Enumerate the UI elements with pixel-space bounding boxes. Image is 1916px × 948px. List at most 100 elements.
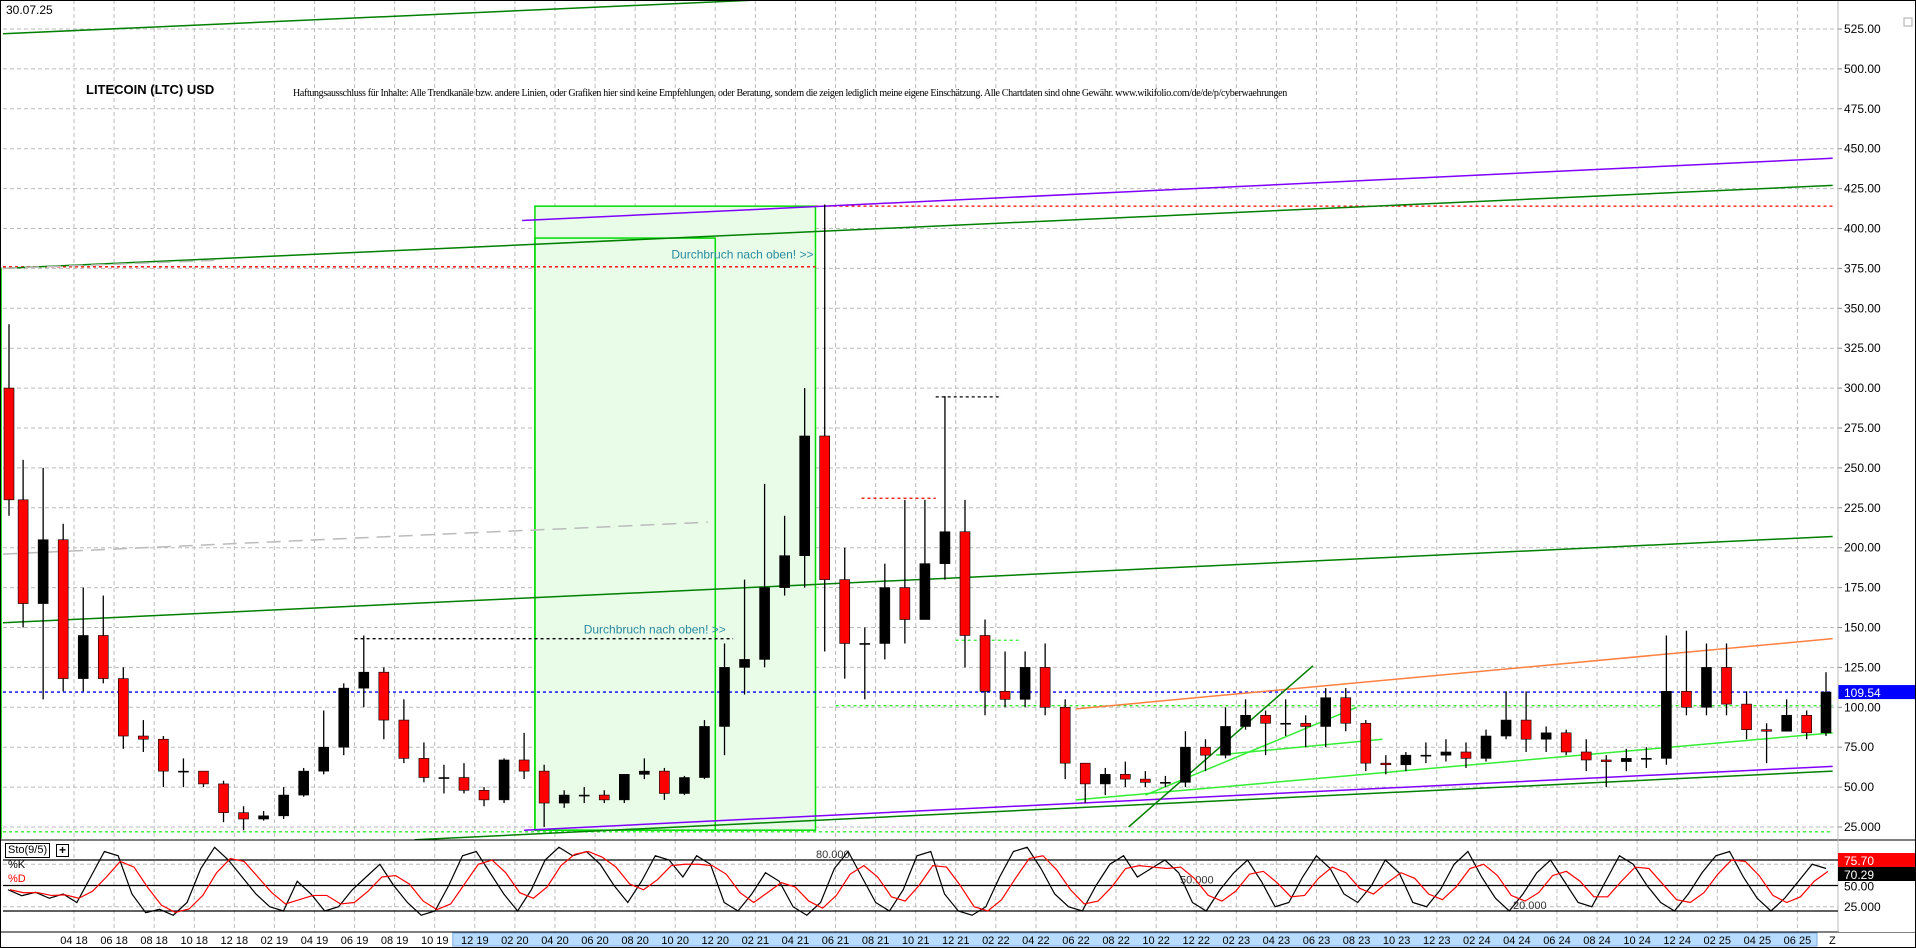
y-tick-label: 400.00 — [1844, 222, 1881, 236]
breakout-zone — [534, 205, 817, 831]
candle-body — [639, 770, 650, 775]
time-axis-label: 06 18 — [100, 935, 128, 947]
candle-body — [1761, 729, 1772, 732]
time-axis-highlight — [452, 932, 1818, 947]
sto-k-line — [7, 846, 1827, 917]
candle-body — [298, 770, 309, 796]
candle-body — [118, 678, 129, 737]
sto-axis-label: 25.000 — [1844, 900, 1881, 914]
candle-body — [398, 719, 410, 759]
candle-body — [1320, 697, 1332, 727]
candle-body — [178, 770, 189, 773]
candle-body — [779, 555, 790, 588]
time-axis-label: 12 21 — [942, 935, 970, 947]
candle-body — [3, 387, 15, 501]
candle-body — [1260, 714, 1271, 724]
y-tick-label: 100.00 — [1844, 700, 1881, 714]
time-axis-label: 12 24 — [1663, 935, 1691, 947]
candle-body — [1160, 782, 1171, 784]
candle-body — [1440, 751, 1452, 756]
trendline — [2, 0, 752, 35]
time-axis-label: 06 21 — [822, 935, 850, 947]
y-tick-label: 250.00 — [1844, 461, 1881, 475]
time-axis-label: 02 20 — [501, 935, 529, 947]
candle-body — [1200, 746, 1211, 756]
candle-body — [378, 671, 390, 721]
candle-body — [278, 794, 289, 817]
candle-body — [1820, 691, 1832, 734]
candle-body — [438, 777, 450, 779]
candle-body — [879, 587, 891, 644]
candle-body — [1360, 722, 1372, 764]
candle-body — [418, 758, 430, 778]
candle-body — [1540, 732, 1552, 740]
candle-body — [699, 726, 710, 778]
plus-box-icon[interactable]: + — [56, 844, 69, 857]
candle-body — [498, 759, 510, 801]
candle-body — [1621, 758, 1632, 762]
time-axis-label: 12 20 — [702, 935, 730, 947]
candle-body — [799, 435, 810, 556]
time-axis-label: 10 22 — [1142, 935, 1170, 947]
time-axis-label: 12 19 — [461, 935, 489, 947]
candle-body — [77, 635, 89, 679]
time-axis-label: 04 20 — [541, 935, 569, 947]
y-tick-label: 475.00 — [1844, 102, 1881, 116]
time-axis-label: 04 19 — [301, 935, 329, 947]
sto-indicator-label[interactable]: Sto(9/5) — [5, 843, 51, 858]
sto-level-label: 20.000 — [1513, 900, 1547, 912]
time-axis-label: 12 18 — [221, 935, 249, 947]
candle-body — [979, 635, 991, 692]
collapse-icon — [1903, 17, 1913, 27]
candle-body — [1300, 722, 1311, 727]
candle-body — [538, 770, 550, 804]
candle-body — [1240, 714, 1251, 727]
candle-body — [959, 531, 971, 636]
k-legend: %K — [8, 859, 26, 871]
time-axis-label: 04 23 — [1263, 935, 1291, 947]
y-tick-label: 225.00 — [1844, 501, 1881, 515]
y-tick-label: 450.00 — [1844, 142, 1881, 156]
candle-body — [1661, 691, 1672, 759]
breakout-zone — [0, 267, 2, 839]
y-tick-label: 525.00 — [1844, 22, 1881, 36]
time-axis-label: 06 24 — [1543, 935, 1571, 947]
time-axis-label: 10 20 — [661, 935, 689, 947]
candle-body — [338, 687, 350, 748]
time-axis-label: 02 19 — [261, 935, 289, 947]
candle-body — [598, 794, 610, 801]
candle-body — [919, 563, 931, 620]
time-axis-label: 08 23 — [1343, 935, 1371, 947]
trendline — [414, 770, 1833, 841]
time-axis-label: 08 22 — [1102, 935, 1130, 947]
candle-body — [138, 735, 149, 740]
chart-date: 30.07.25 — [6, 3, 53, 17]
candle-body — [1600, 759, 1612, 762]
candle-body — [198, 770, 209, 785]
candle-body — [1400, 754, 1412, 766]
breakout-annotation: Durchbruch nach oben! >> — [584, 622, 726, 636]
time-axis-label: 06 20 — [581, 935, 609, 947]
time-axis-label: 06 25 — [1784, 935, 1812, 947]
time-axis-label: 10 21 — [902, 935, 930, 947]
y-tick-label: 50.00 — [1844, 780, 1874, 794]
candle-body — [1079, 762, 1091, 785]
candle-body — [939, 531, 951, 564]
candle-body — [1059, 706, 1071, 764]
candle-body — [1120, 774, 1131, 780]
time-axis-end-marker: Z — [1829, 935, 1836, 947]
y-tick-label: 125.00 — [1844, 660, 1881, 674]
candle-body — [57, 539, 69, 679]
disclaimer-text: Haftungsausschluss für Inhalte: Alle Tre… — [293, 88, 1287, 99]
y-tick-label: 325.00 — [1844, 341, 1881, 355]
candle-body — [739, 659, 750, 668]
trendline — [1216, 738, 1383, 756]
time-axis-label: 02 23 — [1223, 935, 1251, 947]
y-tick-label: 350.00 — [1844, 301, 1881, 315]
time-axis-label: 10 24 — [1623, 935, 1651, 947]
trendline — [2, 521, 708, 555]
d-legend: %D — [8, 873, 26, 885]
candle-body — [1460, 751, 1472, 759]
candle-body — [999, 691, 1011, 700]
